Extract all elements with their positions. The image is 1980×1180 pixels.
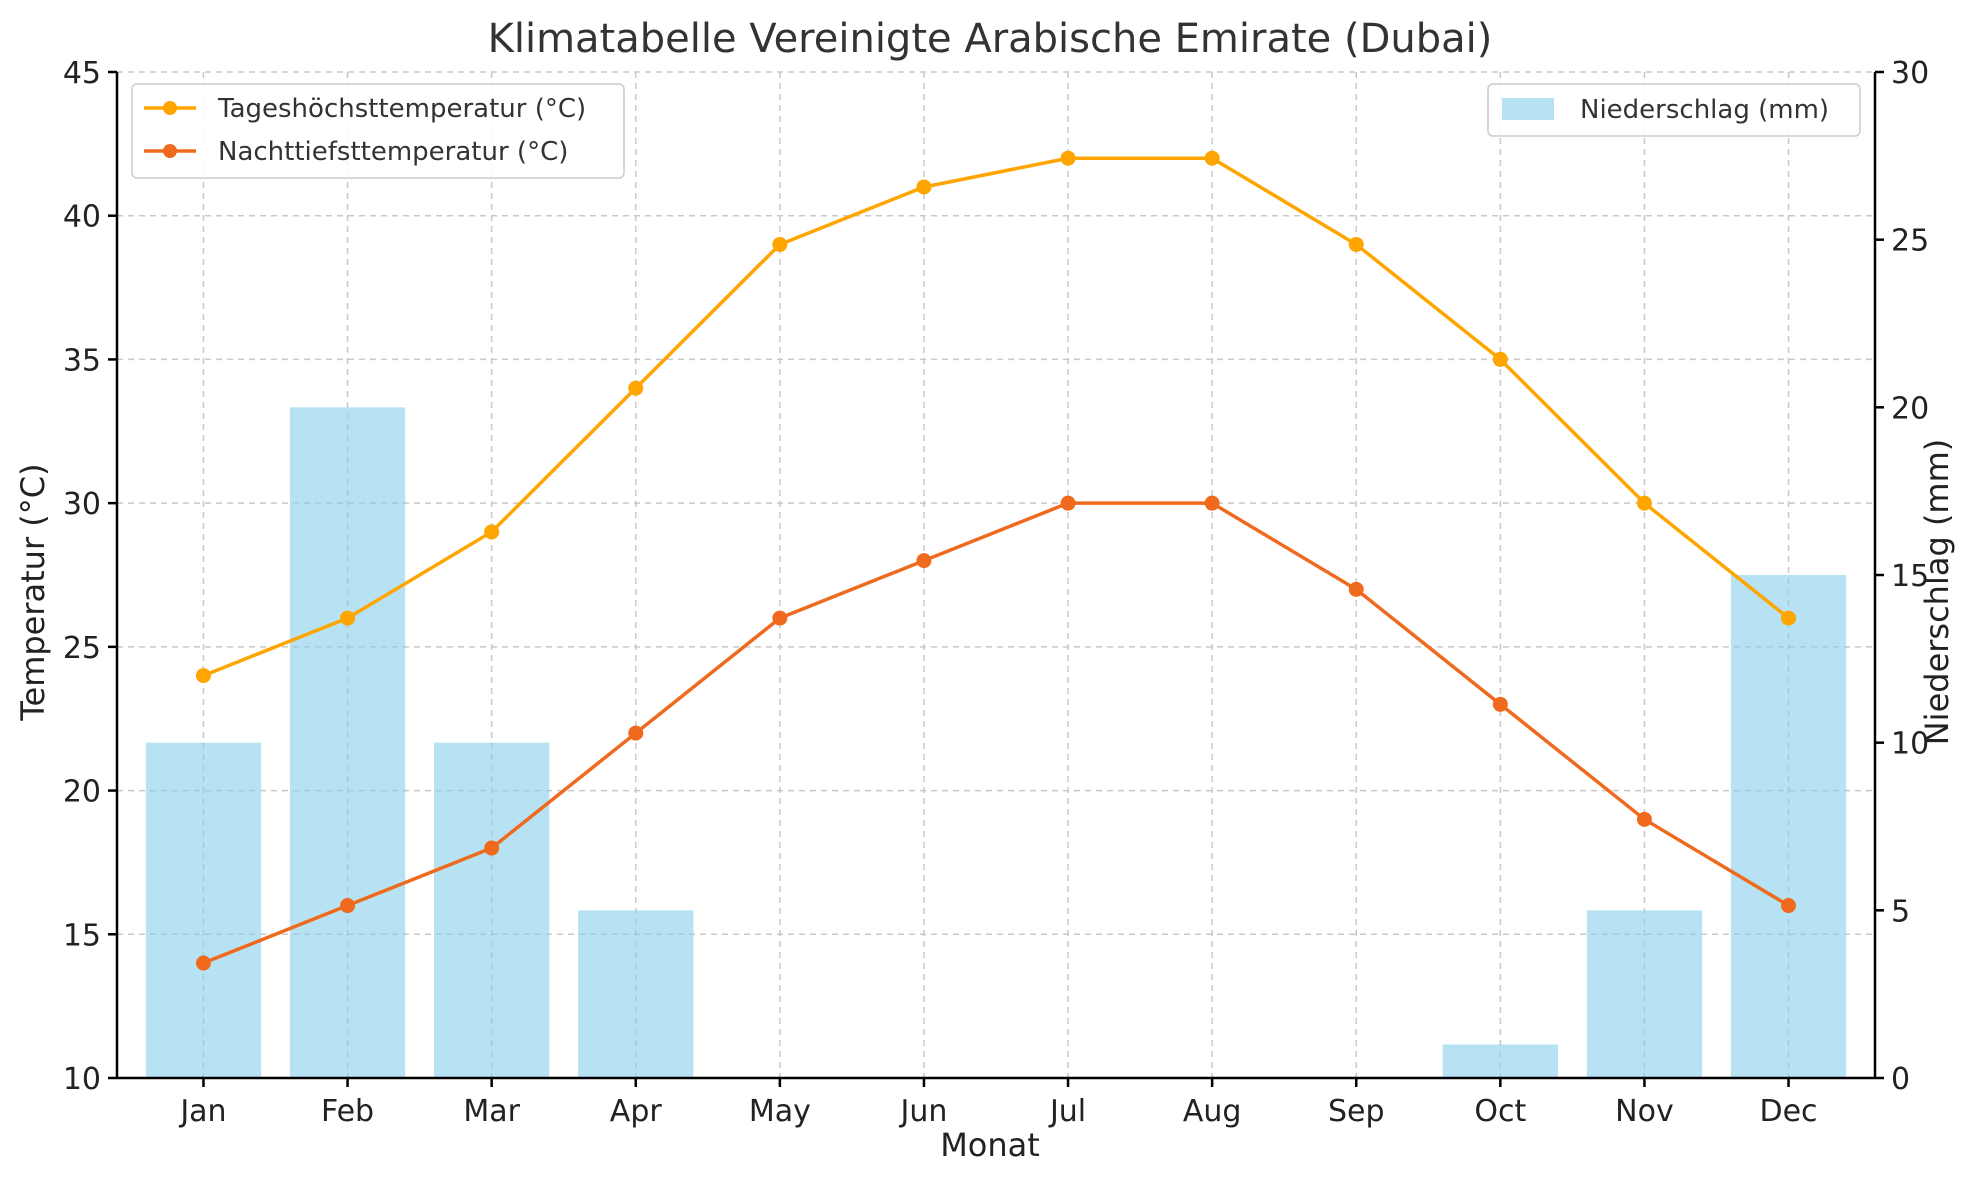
x-tick-label: Aug [1183, 1094, 1242, 1129]
y2-tick-label: 25 [1891, 224, 1929, 259]
high-temperature-point [1060, 150, 1076, 166]
legend-precipitation-swatch [1502, 98, 1554, 120]
precipitation-bar [289, 407, 406, 1078]
low-temperature-point [1348, 581, 1364, 597]
x-tick-label: Dec [1760, 1094, 1818, 1129]
legend-precipitation: Niederschlag (mm) [1487, 83, 1861, 137]
high-temperature-point [195, 668, 211, 684]
x-tick-label: Jan [178, 1094, 226, 1129]
low-temperature-point [1204, 495, 1220, 511]
y-tick-label: 35 [63, 343, 101, 378]
y2-tick-label: 15 [1891, 559, 1929, 594]
legend-precipitation-label: Niederschlag (mm) [1580, 95, 1829, 125]
low-temperature-point [1492, 696, 1508, 712]
x-tick-label: Oct [1474, 1094, 1526, 1129]
y-axis-label: Temperatur (°C) [14, 463, 52, 721]
high-temperature-point [1492, 351, 1508, 367]
legend-precipitation-frame [1487, 83, 1861, 137]
axes: 10 15 20 25 30 35 40 45 0 5 10 15 20 25 30 Jan Feb Mar Apr… [63, 56, 1929, 1129]
y2-tick-label: 20 [1891, 391, 1929, 426]
y-tick-label: 15 [63, 918, 101, 953]
high-temperature-point [484, 524, 500, 540]
legend-high-label: Tageshöchsttemperatur (°C) [217, 94, 586, 124]
low-temperature-point [195, 955, 211, 971]
x-tick-label: Jun [899, 1094, 948, 1129]
precipitation-bar [145, 742, 262, 1078]
x-axis-label: Monat [940, 1126, 1040, 1164]
y-tick-label: 30 [63, 487, 101, 522]
y-tick-label: 40 [63, 200, 101, 235]
low-temperature-point [484, 840, 500, 856]
high-temperature-point [628, 380, 644, 396]
y2-axis-label: Niederschlag (mm) [1918, 439, 1956, 746]
high-temperature-point [1636, 495, 1652, 511]
precipitation-bar [1586, 910, 1703, 1078]
y-tick-label: 10 [63, 1062, 101, 1097]
y2-tick-label: 30 [1891, 56, 1929, 91]
x-tick-label: Sep [1328, 1094, 1385, 1129]
temperature-lines [195, 150, 1797, 971]
x-tick-label: Nov [1615, 1094, 1674, 1129]
precipitation-bar [434, 742, 550, 1078]
legend-temperature-frame [131, 83, 625, 179]
x-tick-label: May [749, 1094, 811, 1129]
low-temperature-point [1781, 898, 1797, 914]
x-tick-label: Apr [610, 1094, 663, 1129]
low-temperature-point [1060, 495, 1076, 511]
low-temperature-point [1636, 811, 1652, 827]
y2-tick-label: 0 [1891, 1062, 1910, 1097]
high-temperature-point [1781, 610, 1797, 626]
y2-tick-label: 10 [1891, 727, 1929, 762]
precipitation-bar [1442, 1044, 1558, 1078]
y2-tick-label: 5 [1891, 894, 1910, 929]
legend-low-swatch-marker [163, 144, 177, 158]
low-temperature-point [340, 898, 356, 914]
high-temperature-point [772, 236, 788, 252]
y-tick-label: 25 [63, 631, 101, 666]
legend-high-swatch-marker [163, 101, 177, 115]
x-tick-label: Mar [463, 1094, 520, 1129]
high-temperature-point [1348, 236, 1364, 252]
high-temperature-point [916, 179, 932, 195]
precipitation-bars [145, 407, 1847, 1078]
precipitation-bar [578, 910, 694, 1078]
precipitation-bar [1730, 575, 1847, 1078]
legend-temperature: Tageshöchsttemperatur (°C) Nachttiefstte… [131, 83, 625, 179]
x-tick-label: Jul [1048, 1094, 1086, 1129]
x-tick-label: Feb [321, 1094, 374, 1129]
high-temperature-point [340, 610, 356, 626]
y-tick-label: 45 [63, 56, 101, 91]
y-tick-label: 20 [63, 775, 101, 810]
low-temperature-point [628, 725, 644, 741]
low-temperature-point [916, 553, 932, 569]
low-temperature-line [202, 501, 1790, 965]
chart-title: Klimatabelle Vereinigte Arabische Emirat… [488, 16, 1493, 62]
high-temperature-line [202, 156, 1790, 678]
high-temperature-point [1204, 150, 1220, 166]
legend-low-label: Nachttiefsttemperatur (°C) [218, 137, 568, 167]
low-temperature-point [772, 610, 788, 626]
